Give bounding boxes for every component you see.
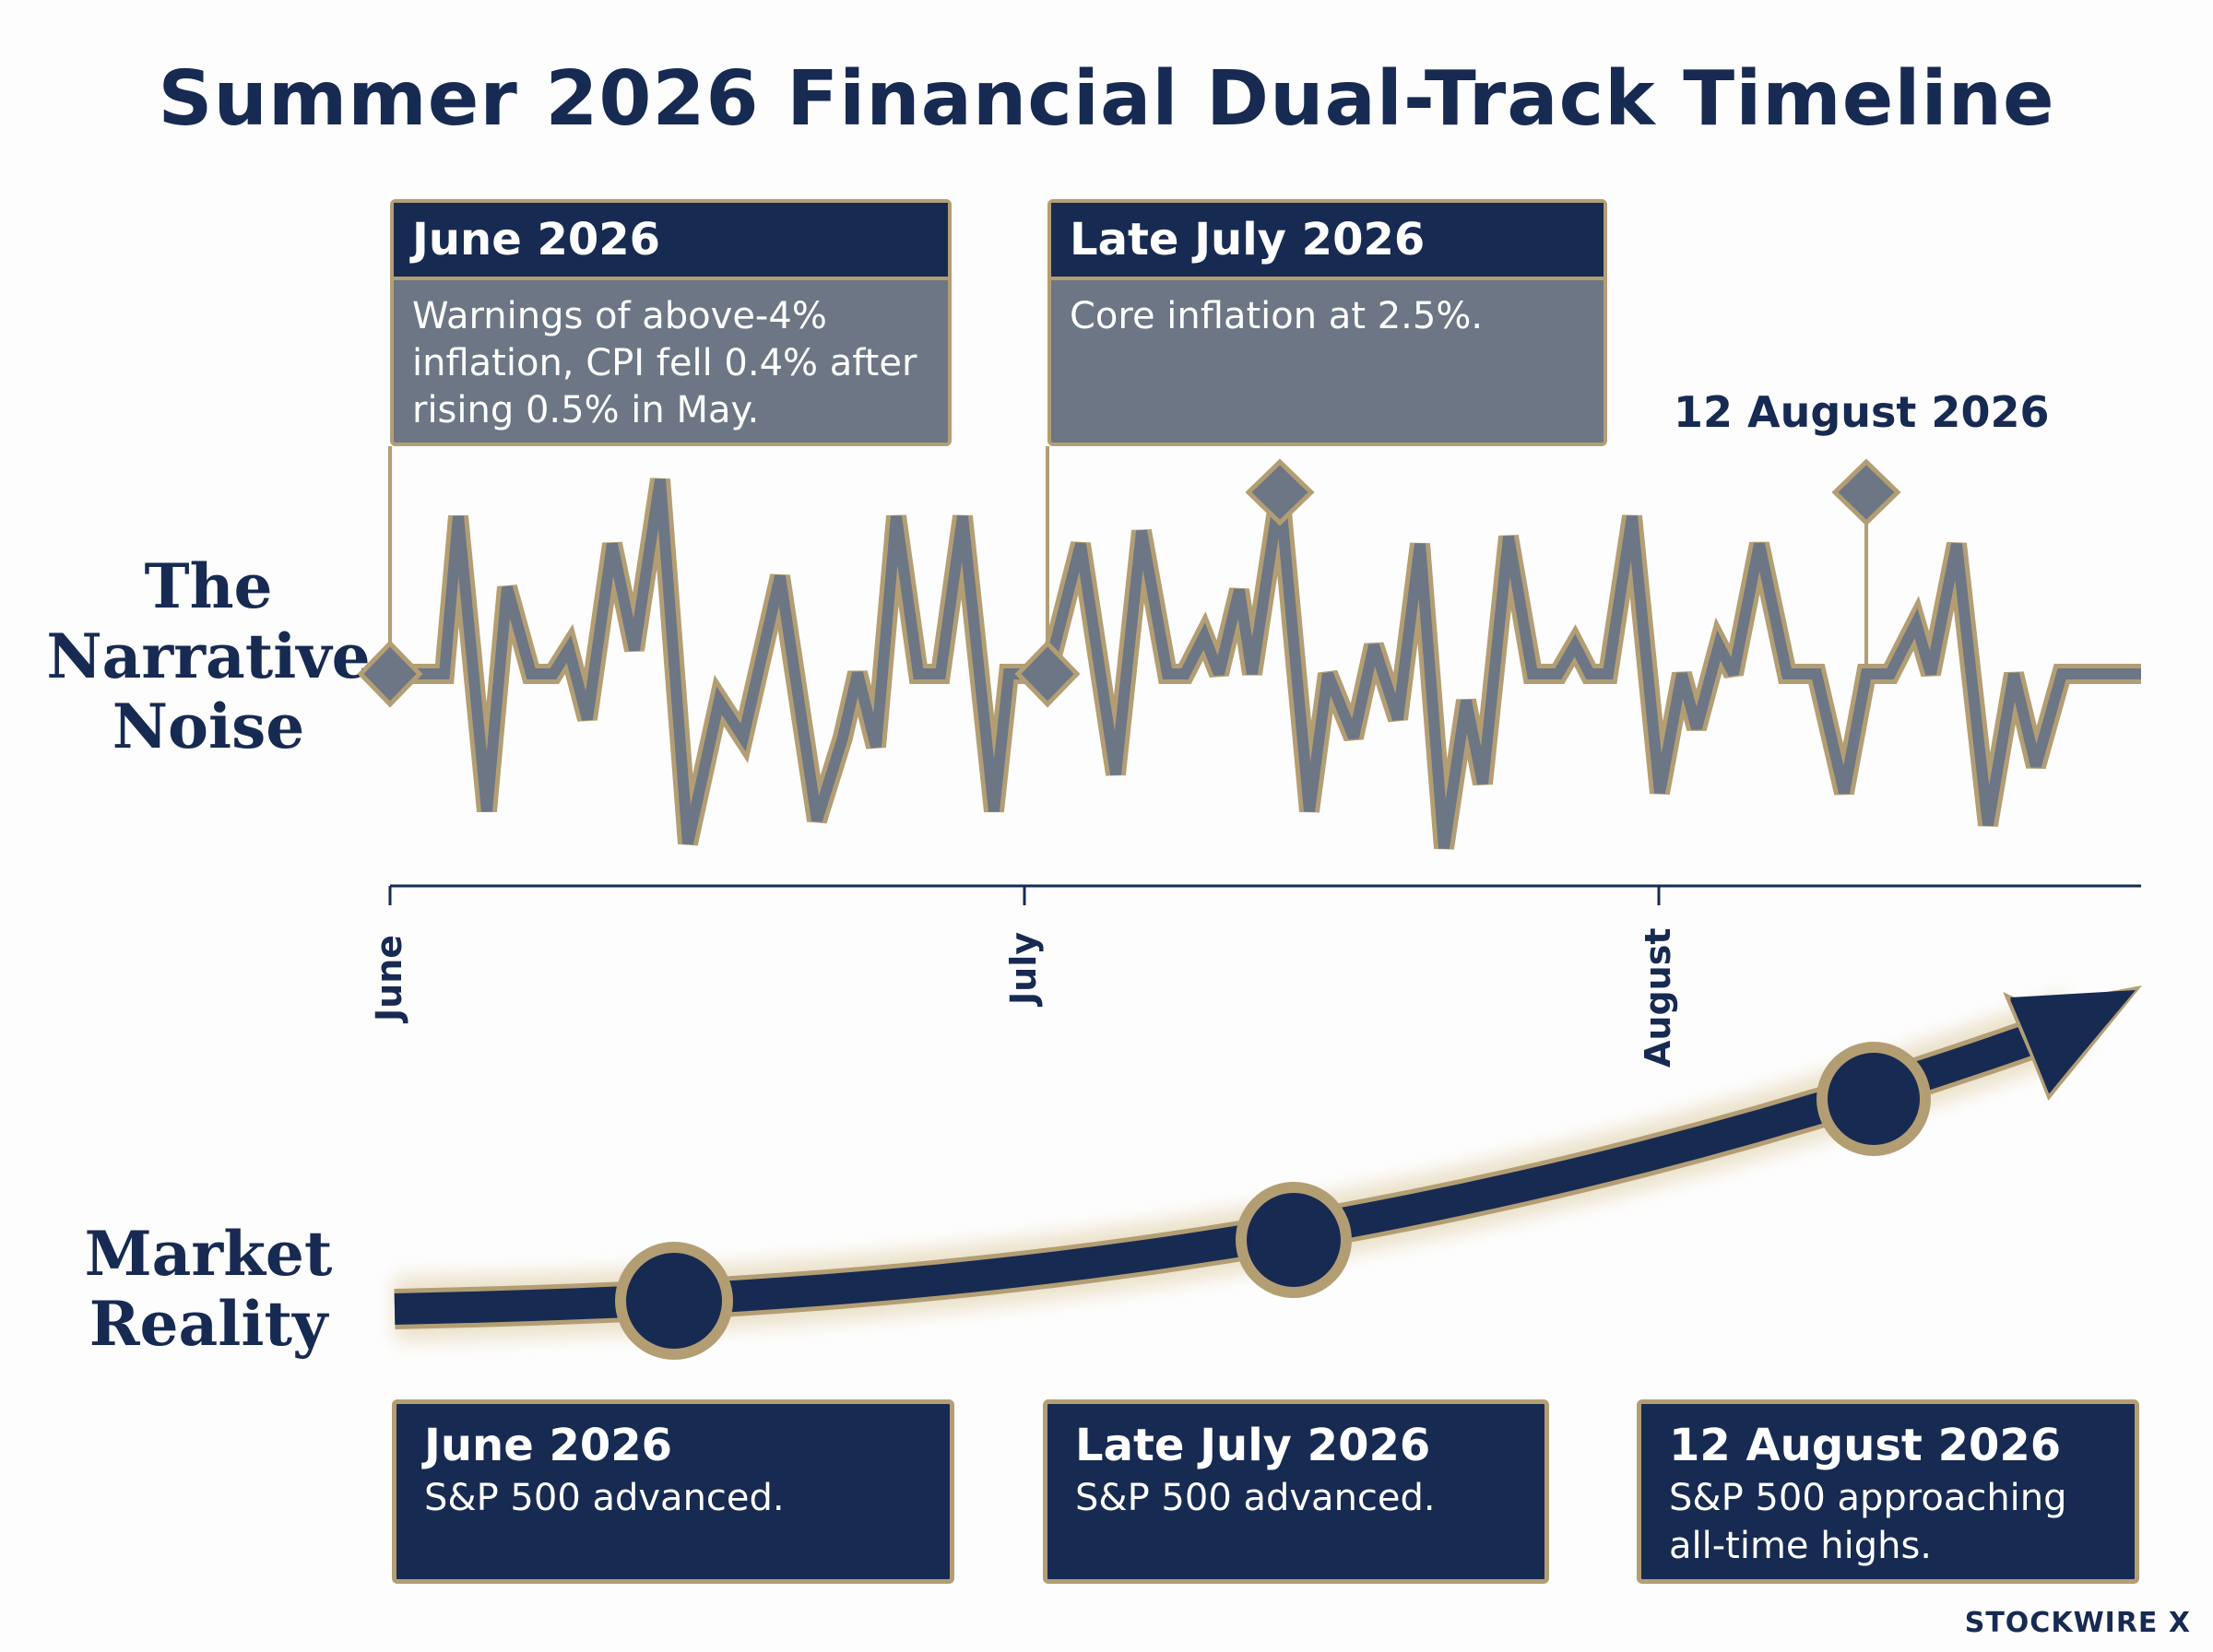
noise-peak-diamond-marker — [1245, 458, 1315, 526]
brand-logo: STOCKWIRE X — [1964, 1607, 2191, 1639]
reality-event-late-july-text: S&P 500 advanced. — [1075, 1477, 1436, 1519]
june-diamond-marker — [357, 640, 423, 708]
noise-event-late-july-text: Core inflation at 2.5%. — [1070, 295, 1484, 337]
month-label-august: August — [1638, 927, 1678, 1068]
reality-event-june-heading: June 2026 — [424, 1420, 673, 1471]
noise-event-august-heading: 12 August 2026 — [1674, 387, 2050, 437]
august-diamond-marker — [1831, 458, 1901, 526]
reality-event-august-text: S&P 500 approaching all-time highs. — [1669, 1477, 2067, 1567]
page-title: Summer 2026 Financial Dual-Track Timelin… — [158, 55, 2055, 143]
late-july-diamond-marker — [1014, 640, 1081, 708]
reality-event-late-july: Late July 2026 S&P 500 advanced. — [1043, 1399, 1549, 1584]
reality-arrow — [394, 1012, 2071, 1325]
reality-arrowhead-fill — [2010, 990, 2136, 1093]
noise-line — [390, 478, 2141, 849]
month-label-june: June — [369, 934, 409, 1021]
reality-event-august-heading: 12 August 2026 — [1669, 1420, 2062, 1471]
noise-track-label: The Narrative Noise — [33, 551, 384, 761]
month-label-july: July — [1003, 932, 1044, 1005]
noise-track-label-text: The Narrative Noise — [46, 550, 371, 762]
reality-event-late-july-heading: Late July 2026 — [1075, 1420, 1431, 1471]
june-milestone-circle — [615, 1242, 733, 1360]
reality-track-label-text: Market Reality — [84, 1218, 333, 1360]
noise-event-june-text: Warnings of above-4% inflation, CPI fell… — [412, 295, 917, 431]
reality-event-june: June 2026 S&P 500 advanced. — [392, 1399, 954, 1584]
august-milestone-circle — [1817, 1042, 1931, 1156]
reality-track-label: Market Reality — [33, 1219, 384, 1359]
noise-event-june-heading: June 2026 — [394, 203, 948, 280]
noise-event-late-july-heading: Late July 2026 — [1051, 203, 1604, 280]
noise-event-june: June 2026 Warnings of above-4% inflation… — [390, 199, 952, 446]
reality-event-august: 12 August 2026 S&P 500 approaching all-t… — [1637, 1399, 2139, 1584]
reality-event-june-text: S&P 500 advanced. — [424, 1477, 785, 1519]
noise-event-late-july: Late July 2026 Core inflation at 2.5%. — [1047, 199, 1607, 446]
late-july-milestone-circle — [1236, 1182, 1352, 1298]
